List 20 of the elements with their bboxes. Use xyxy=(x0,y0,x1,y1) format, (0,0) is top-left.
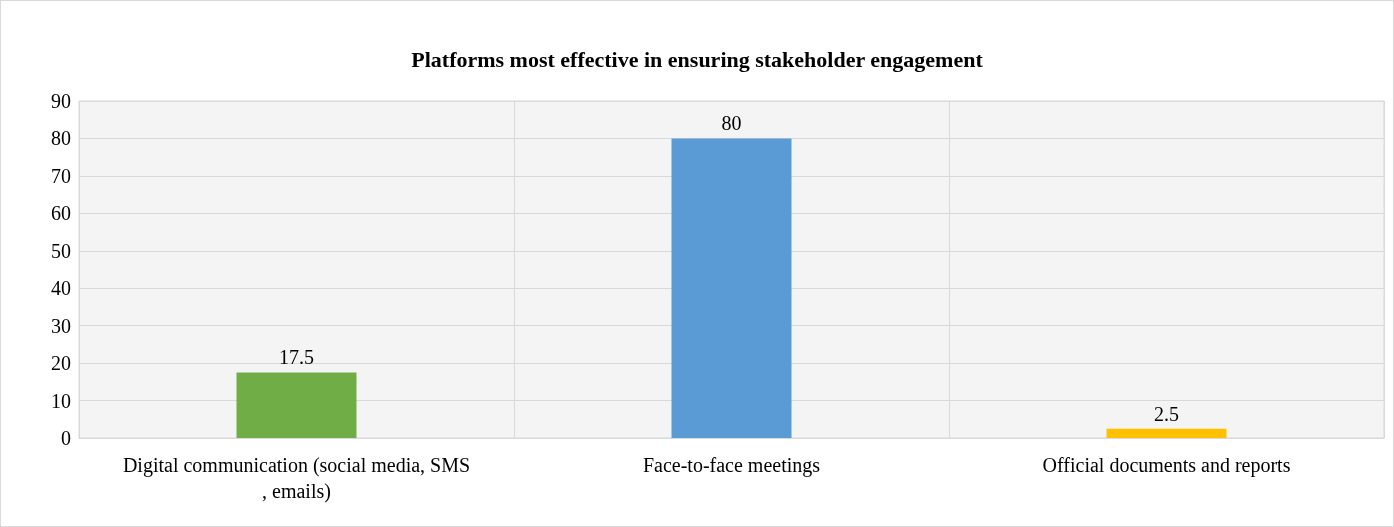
y-tick-label: 90 xyxy=(51,90,71,112)
y-tick-label: 70 xyxy=(51,164,71,187)
bar xyxy=(1106,428,1227,438)
y-tick-label: 50 xyxy=(51,239,71,262)
y-tick-label: 40 xyxy=(51,277,71,300)
x-tick-label: Official documents and reports xyxy=(1042,454,1291,477)
y-tick-label: 20 xyxy=(51,352,71,375)
y-tick-label: 60 xyxy=(51,202,71,225)
chart-title: Platforms most effective in ensuring stakeholder engagement xyxy=(411,46,984,72)
bar xyxy=(671,138,792,438)
data-label: 17.5 xyxy=(279,346,314,369)
data-label: 80 xyxy=(721,112,742,135)
x-tick-label: Digital communication (social media, SMS, emails) xyxy=(122,454,471,503)
bar xyxy=(236,372,357,438)
data-label: 2.5 xyxy=(1154,402,1179,425)
y-tick-label: 10 xyxy=(51,389,71,412)
y-tick-label: 80 xyxy=(51,127,71,150)
y-tick-label: 30 xyxy=(51,314,71,337)
y-tick-label: 0 xyxy=(61,427,71,449)
x-tick-label: Face-to-face meetings xyxy=(642,454,821,477)
